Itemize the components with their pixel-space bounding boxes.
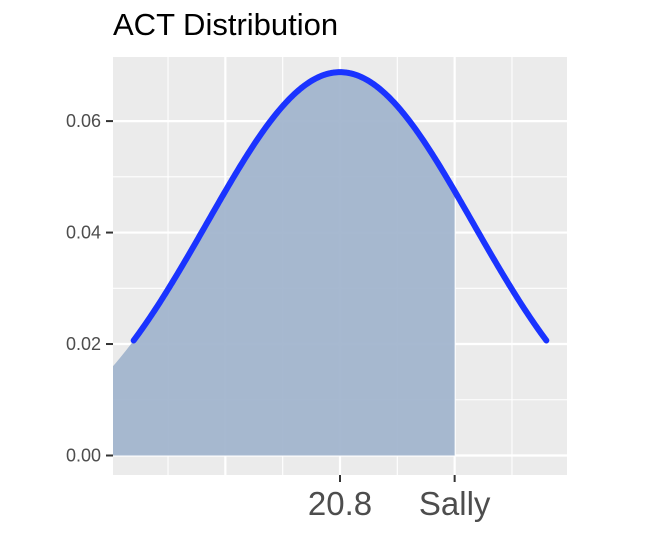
y-tick-label: 0.04: [66, 223, 101, 243]
chart-title: ACT Distribution: [113, 7, 338, 42]
y-tick-label: 0.02: [66, 334, 101, 354]
x-axis: 20.8 Sally: [308, 475, 491, 522]
shaded-area: [113, 72, 455, 456]
y-tick-label: 0.00: [66, 445, 101, 465]
x-tick-label: 20.8: [308, 485, 372, 522]
density-curve: [130, 69, 550, 344]
x-tick-label: Sally: [419, 485, 491, 522]
y-axis: 0.00 0.02 0.04 0.06: [66, 111, 113, 465]
y-tick-label: 0.06: [66, 111, 101, 131]
